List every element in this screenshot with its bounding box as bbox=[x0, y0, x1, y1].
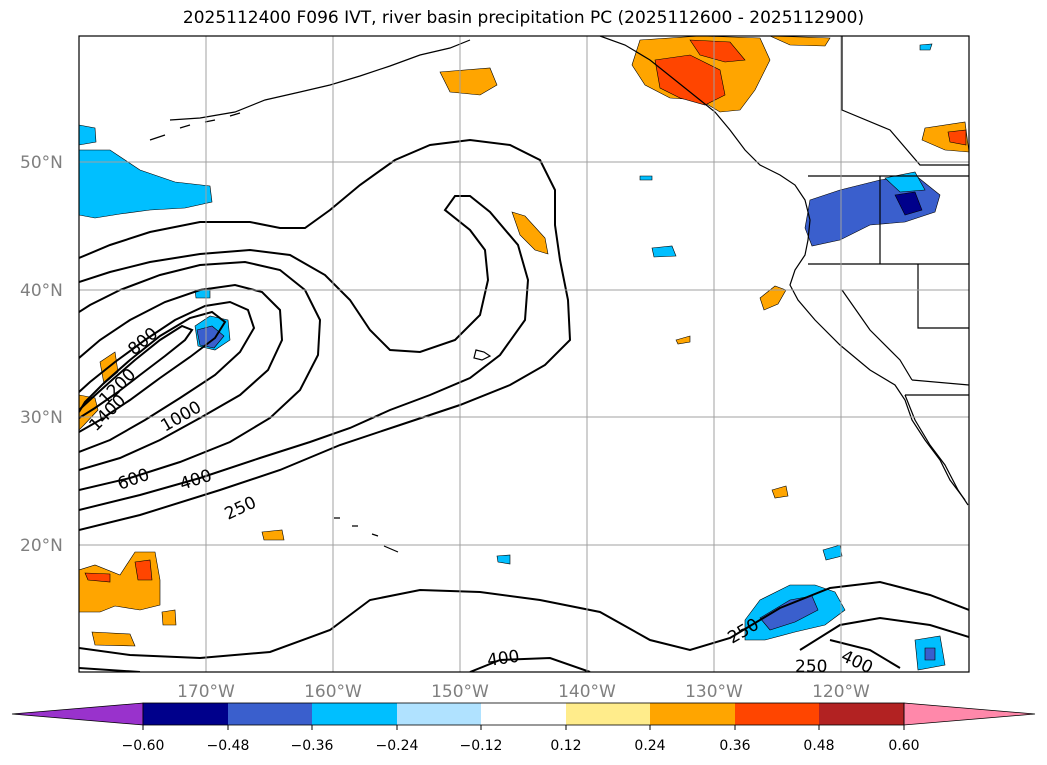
precip-blue-nw-us-light bbox=[884, 171, 926, 193]
state-border-5 bbox=[911, 379, 969, 386]
contour-250-south bbox=[79, 580, 969, 660]
lon-label-130w: 130°W bbox=[685, 682, 743, 702]
contour-1400 bbox=[79, 324, 194, 419]
precip-negative-nw-us bbox=[804, 174, 941, 247]
longitude-labels: 170°W 160°W 150°W 140°W 130°W 120°W bbox=[177, 682, 870, 702]
precip-orange-top bbox=[769, 36, 831, 47]
colorbar-bin bbox=[735, 703, 819, 725]
precip-strong-sw2 bbox=[84, 572, 111, 583]
map-border bbox=[78, 35, 970, 673]
contour-800 bbox=[79, 283, 284, 471]
colorbar-tick-label: 0.12 bbox=[550, 738, 581, 754]
bc-coast bbox=[599, 36, 966, 501]
colorbar-tick-label: 0.60 bbox=[888, 738, 919, 754]
canada-interior bbox=[841, 36, 969, 166]
precip-strong-bc bbox=[654, 54, 726, 106]
contour-250-outer bbox=[79, 138, 572, 531]
colorbar-tick-label: 0.24 bbox=[634, 738, 665, 754]
colorbar-bin bbox=[650, 703, 735, 725]
state-border-3 bbox=[917, 264, 969, 329]
colorbar-bin bbox=[566, 703, 650, 725]
precip-red-e bbox=[947, 129, 967, 146]
graticule bbox=[79, 36, 969, 672]
precip-strong-negative-se bbox=[759, 595, 819, 631]
colorbar-extend-high bbox=[903, 702, 1036, 726]
precip-orange-bc2 bbox=[689, 39, 746, 63]
lat-label-50: 50°N bbox=[20, 153, 63, 173]
precip-orange-ak bbox=[439, 67, 498, 96]
lat-label-40: 40°N bbox=[20, 281, 63, 301]
precip-blue-ak bbox=[919, 43, 933, 51]
precip-orange-patch2 bbox=[759, 285, 787, 311]
state-border-4 bbox=[841, 289, 913, 381]
colorbar-bin bbox=[481, 703, 566, 725]
ivt-contours bbox=[79, 138, 969, 672]
contour-label: 400 bbox=[486, 647, 521, 671]
precip-negative-nw2 bbox=[79, 124, 97, 146]
colorbar: −0.60 −0.48 −0.36 −0.24 −0.12 0.12 0.24 … bbox=[11, 702, 1036, 754]
aleutian-islands bbox=[149, 112, 241, 141]
precip-negative-se2-core bbox=[924, 647, 936, 661]
contour-1000 bbox=[79, 300, 256, 453]
colorbar-tick-label: 0.48 bbox=[803, 738, 834, 754]
colorbar-tick-label: −0.24 bbox=[376, 738, 419, 754]
map-title: 2025112400 F096 IVT, river basin precipi… bbox=[182, 8, 865, 28]
colorbar-bin bbox=[397, 703, 481, 725]
precip-orange-sw4 bbox=[161, 609, 177, 626]
alaska-coast bbox=[169, 39, 471, 121]
contour-1200 bbox=[79, 310, 227, 433]
precip-orange-sw3 bbox=[91, 631, 136, 647]
contour-400-south bbox=[79, 656, 591, 672]
precip-orange-patch1 bbox=[511, 211, 549, 255]
precip-negative-central-core bbox=[196, 325, 225, 349]
precip-blue-patch1 bbox=[651, 245, 677, 258]
colorbar-tick-label: −0.36 bbox=[291, 738, 334, 754]
lon-label-170w: 170°W bbox=[177, 682, 235, 702]
latitude-labels: 50°N 40°N 30°N 20°N bbox=[20, 153, 63, 556]
contour-600 bbox=[79, 260, 322, 491]
colorbar-bin bbox=[228, 703, 312, 725]
map-area[interactable] bbox=[79, 36, 969, 672]
precip-strong-negative-nw-us bbox=[894, 191, 923, 216]
coastlines bbox=[149, 36, 969, 553]
colorbar-extend-low bbox=[11, 702, 144, 726]
colorbar-tick-label: −0.48 bbox=[207, 738, 250, 754]
colorbar-tick-label: −0.60 bbox=[122, 738, 165, 754]
contour-label: 250 bbox=[795, 657, 827, 677]
contour-400 bbox=[79, 195, 530, 511]
colorbar-tick-label: 0.36 bbox=[719, 738, 750, 754]
colorbar-bin bbox=[819, 703, 904, 725]
colorbar-bin bbox=[312, 703, 397, 725]
baja-coast bbox=[904, 394, 969, 506]
colorbar-tick-label: −0.12 bbox=[460, 738, 503, 754]
hawaii-islands bbox=[334, 517, 399, 553]
lon-label-140w: 140°W bbox=[558, 682, 616, 702]
precip-orange-e bbox=[921, 121, 969, 153]
contour-400-se bbox=[829, 639, 901, 669]
precip-orange-patch5 bbox=[675, 335, 691, 345]
lat-label-20: 20°N bbox=[20, 536, 63, 556]
precip-strong-sw bbox=[134, 559, 153, 581]
colorbar-bin bbox=[143, 703, 228, 725]
lon-label-150w: 150°W bbox=[431, 682, 489, 702]
precip-blue-patch4 bbox=[639, 175, 653, 181]
precip-blue-patch2 bbox=[496, 554, 511, 565]
precip-orange-patch3 bbox=[771, 485, 789, 499]
precip-negative-nw bbox=[79, 149, 213, 219]
lat-label-30: 30°N bbox=[20, 408, 63, 428]
precip-orange-patch4 bbox=[261, 529, 285, 541]
small-island bbox=[473, 349, 492, 361]
precip-blue-patch3 bbox=[822, 544, 843, 561]
lon-label-160w: 160°W bbox=[304, 682, 362, 702]
contour-250-se bbox=[799, 616, 969, 651]
precip-fields bbox=[79, 36, 969, 671]
lon-label-120w: 120°W bbox=[812, 682, 870, 702]
